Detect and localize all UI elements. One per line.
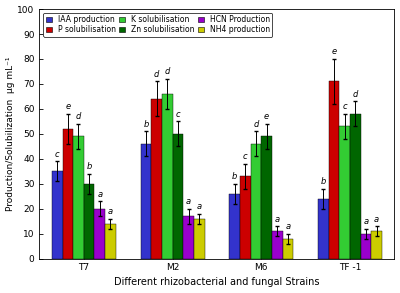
Text: b: b bbox=[86, 162, 92, 171]
Bar bbox=[261, 136, 272, 259]
Text: e: e bbox=[264, 113, 269, 121]
Text: d: d bbox=[353, 90, 358, 99]
Text: a: a bbox=[374, 215, 379, 224]
Text: c: c bbox=[243, 152, 248, 161]
Bar bbox=[371, 231, 382, 259]
Bar bbox=[62, 129, 73, 259]
Text: c: c bbox=[342, 103, 347, 111]
Text: d: d bbox=[76, 113, 81, 121]
Bar bbox=[183, 216, 194, 259]
Text: e: e bbox=[65, 103, 70, 111]
Bar bbox=[361, 234, 371, 259]
Text: d: d bbox=[253, 120, 259, 129]
Text: e: e bbox=[332, 47, 337, 57]
Text: a: a bbox=[197, 202, 202, 211]
Text: b: b bbox=[143, 120, 149, 129]
Bar bbox=[318, 199, 329, 259]
Bar bbox=[73, 136, 84, 259]
Legend: IAA production, P solubilisation, K solubilisation, Zn solubilisation, HCN Produ: IAA production, P solubilisation, K solu… bbox=[43, 13, 272, 37]
Bar bbox=[84, 184, 94, 259]
Text: c: c bbox=[176, 110, 180, 119]
X-axis label: Different rhizobacterial and fungal Strains: Different rhizobacterial and fungal Stra… bbox=[114, 277, 320, 287]
Bar bbox=[329, 81, 340, 259]
Text: b: b bbox=[232, 172, 237, 181]
Bar bbox=[105, 224, 116, 259]
Text: b: b bbox=[321, 177, 326, 186]
Text: a: a bbox=[364, 217, 369, 226]
Text: a: a bbox=[285, 222, 290, 231]
Text: a: a bbox=[108, 207, 113, 216]
Bar bbox=[283, 239, 293, 259]
Y-axis label: Production/Solubilization  µg mL⁻¹: Production/Solubilization µg mL⁻¹ bbox=[6, 57, 14, 211]
Text: d: d bbox=[164, 67, 170, 76]
Bar bbox=[94, 209, 105, 259]
Bar bbox=[229, 194, 240, 259]
Bar bbox=[350, 114, 361, 259]
Bar bbox=[272, 231, 283, 259]
Bar bbox=[151, 99, 162, 259]
Bar bbox=[340, 126, 350, 259]
Bar bbox=[172, 134, 183, 259]
Text: c: c bbox=[55, 150, 60, 159]
Text: d: d bbox=[154, 70, 159, 79]
Bar bbox=[240, 176, 251, 259]
Text: a: a bbox=[186, 197, 191, 206]
Bar bbox=[52, 171, 62, 259]
Bar bbox=[141, 144, 151, 259]
Bar bbox=[162, 94, 172, 259]
Text: a: a bbox=[275, 215, 280, 224]
Bar bbox=[194, 219, 204, 259]
Bar bbox=[251, 144, 261, 259]
Text: a: a bbox=[97, 190, 102, 199]
